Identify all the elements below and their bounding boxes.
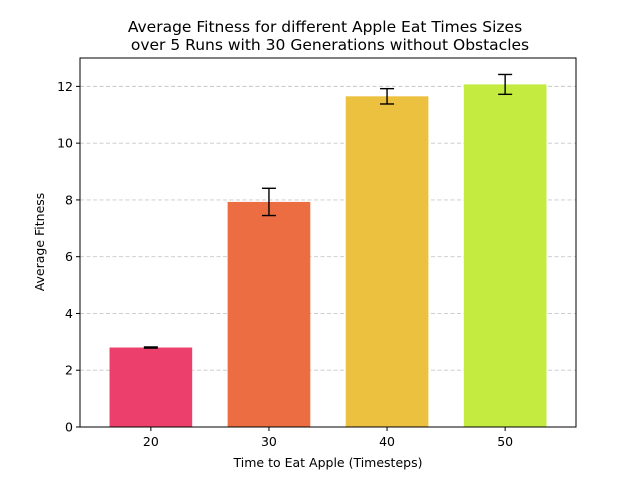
y-tick-label-0: 0: [65, 420, 73, 435]
bar-30: [227, 201, 311, 427]
y-tick-label-8: 8: [65, 192, 73, 207]
y-tick-label-2: 2: [65, 363, 73, 378]
x-axis-label: Time to Eat Apple (Timesteps): [233, 455, 423, 470]
x-tick-label-40: 40: [379, 434, 395, 449]
bar-50: [463, 84, 547, 427]
y-axis-ticks: 0 2 4 6 8 10 12: [57, 79, 80, 435]
x-tick-label-50: 50: [497, 434, 513, 449]
error-bars-group: [143, 73, 513, 349]
y-tick-label-6: 6: [65, 249, 73, 264]
x-tick-label-30: 30: [261, 434, 277, 449]
chart-title-line-2: over 5 Runs with 30 Generations without …: [131, 36, 529, 54]
y-tick-label-10: 10: [57, 136, 73, 151]
y-tick-label-4: 4: [65, 306, 73, 321]
chart-title-line-1: Average Fitness for different Apple Eat …: [128, 18, 522, 36]
x-tick-label-20: 20: [143, 434, 159, 449]
x-axis-ticks: 20 30 40 50: [143, 427, 513, 449]
y-axis-label: Average Fitness: [32, 193, 47, 292]
bars-group: [109, 84, 547, 428]
y-tick-label-12: 12: [57, 79, 73, 94]
plot-frame: [79, 57, 577, 428]
bar-20: [109, 347, 193, 427]
bar-40: [345, 96, 429, 428]
